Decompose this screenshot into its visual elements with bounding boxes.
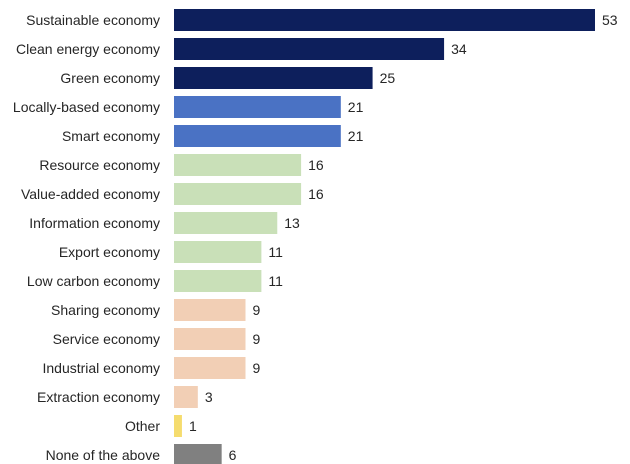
value-label-15: 6 (229, 447, 237, 463)
bar-11 (174, 328, 246, 350)
category-label-6: Value-added economy (21, 186, 160, 202)
category-labels-layer: Sustainable economy Clean energy economy G… (13, 12, 160, 463)
bar-8 (174, 241, 262, 263)
bar-13 (174, 386, 198, 408)
category-label-1: Clean energy economy (16, 41, 160, 57)
value-label-12: 9 (252, 360, 260, 376)
value-label-10: 9 (252, 302, 260, 318)
category-label-10: Sharing economy (51, 302, 160, 318)
bar-2 (174, 67, 373, 89)
category-label-15: None of the above (46, 447, 161, 463)
bar-0 (174, 9, 595, 31)
bar-1 (174, 38, 445, 60)
category-label-2: Green economy (60, 70, 160, 86)
value-label-5: 16 (308, 157, 324, 173)
bar-12 (174, 357, 246, 379)
category-label-14: Other (125, 418, 160, 434)
bar-6 (174, 183, 302, 205)
category-label-9: Low carbon economy (27, 273, 160, 289)
bar-7 (174, 212, 278, 234)
bar-4 (174, 125, 341, 147)
category-label-5: Resource economy (39, 157, 160, 173)
bar-5 (174, 154, 302, 176)
value-label-11: 9 (252, 331, 260, 347)
category-label-7: Information economy (29, 215, 160, 231)
value-label-9: 11 (268, 273, 283, 289)
bar-15 (174, 444, 222, 464)
value-label-0: 53 (602, 12, 618, 28)
value-label-13: 3 (205, 389, 213, 405)
category-label-13: Extraction economy (37, 389, 160, 405)
value-label-6: 16 (308, 186, 324, 202)
bar-10 (174, 299, 246, 321)
category-label-11: Service economy (53, 331, 160, 347)
value-label-8: 11 (268, 244, 283, 260)
category-label-0: Sustainable economy (26, 12, 160, 28)
value-label-4: 21 (348, 128, 364, 144)
value-label-2: 25 (380, 70, 396, 86)
value-label-1: 34 (451, 41, 467, 57)
value-label-3: 21 (348, 99, 364, 115)
value-label-7: 13 (284, 215, 300, 231)
bar-3 (174, 96, 341, 118)
bars-layer (174, 9, 595, 464)
category-label-8: Export economy (59, 244, 160, 260)
bar-9 (174, 270, 262, 292)
category-label-12: Industrial economy (42, 360, 160, 376)
category-label-3: Locally-based economy (13, 99, 160, 115)
category-label-4: Smart economy (62, 128, 160, 144)
bar-14 (174, 415, 182, 437)
value-label-14: 1 (189, 418, 197, 434)
